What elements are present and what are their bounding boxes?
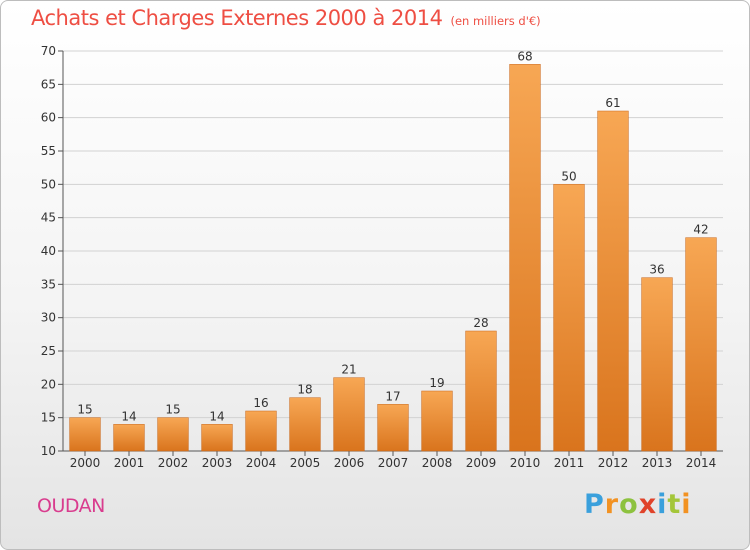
- bar: [597, 110, 629, 452]
- bar: [289, 397, 321, 452]
- bar: [553, 184, 585, 452]
- bar: [641, 277, 673, 452]
- bar: [201, 424, 233, 452]
- y-tick-label: 35: [41, 277, 56, 291]
- data-label: 68: [517, 49, 532, 63]
- data-label: 28: [473, 316, 488, 330]
- title-row: Achats et Charges Externes 2000 à 2014 (e…: [31, 6, 541, 30]
- y-tick-label: 70: [41, 44, 56, 58]
- x-tick-label: 2011: [554, 456, 585, 470]
- bar: [245, 410, 277, 452]
- x-tick-label: 2007: [378, 456, 409, 470]
- x-tick-label: 2000: [70, 456, 101, 470]
- bar: [509, 64, 541, 452]
- y-tick-label: 25: [41, 344, 56, 358]
- data-label: 50: [561, 169, 576, 183]
- data-label: 16: [253, 396, 268, 410]
- commune-name: OUDAN: [37, 495, 105, 517]
- y-tick-label: 60: [41, 111, 56, 125]
- data-label: 18: [297, 383, 312, 397]
- y-tick-label: 50: [41, 177, 56, 191]
- x-tick-label: 2012: [598, 456, 629, 470]
- x-tick-label: 2014: [686, 456, 717, 470]
- data-label: 36: [649, 263, 664, 277]
- x-tick-label: 2010: [510, 456, 541, 470]
- bar: [421, 390, 453, 452]
- x-tick-label: 2006: [334, 456, 365, 470]
- bar: [69, 417, 101, 452]
- data-label: 61: [605, 96, 620, 110]
- y-tick-label: 10: [41, 444, 56, 458]
- data-label: 19: [429, 376, 444, 390]
- bars: [69, 64, 717, 452]
- data-label: 42: [693, 223, 708, 237]
- chart-unit-label: (en milliers d'€): [450, 14, 541, 28]
- x-tick-label: 2009: [466, 456, 497, 470]
- x-tick-label: 2008: [422, 456, 453, 470]
- bar: [685, 237, 717, 452]
- logo-letter: x: [638, 489, 658, 520]
- logo-letter: i: [657, 489, 668, 520]
- y-tick-label: 20: [41, 377, 56, 391]
- y-tick-label: 55: [41, 144, 56, 158]
- bar: [377, 404, 409, 452]
- y-tick-label: 45: [41, 211, 56, 225]
- data-label: 14: [121, 409, 136, 423]
- logo-letter: i: [681, 489, 692, 520]
- data-label: 14: [209, 409, 224, 423]
- data-label: 21: [341, 363, 356, 377]
- bar: [113, 424, 145, 452]
- y-tick-label: 40: [41, 244, 56, 258]
- data-label: 17: [385, 389, 400, 403]
- y-tick-label: 15: [41, 411, 56, 425]
- data-labels: 15 14 15 14 16 18 21 17 19 28 68 50 61 36 42: [77, 49, 708, 423]
- y-tick-label: 30: [41, 311, 56, 325]
- bar: [333, 377, 365, 452]
- bar: [465, 330, 497, 452]
- x-tick-label: 2005: [290, 456, 321, 470]
- chart-title: Achats et Charges Externes 2000 à 2014: [31, 6, 443, 30]
- proxiti-logo[interactable]: Proxiti: [584, 489, 692, 520]
- logo-letter: o: [619, 489, 639, 520]
- x-tick-label: 2003: [202, 456, 233, 470]
- x-tick-label: 2002: [158, 456, 189, 470]
- logo-letter: t: [667, 489, 682, 520]
- axes: 10 15 20 25 30 35 40 45 50 55 60 65 70 2000 2001 2002 20…: [41, 44, 723, 470]
- bar: [157, 417, 189, 452]
- x-tick-label: 2001: [114, 456, 145, 470]
- logo-letter: P: [584, 489, 605, 520]
- x-tick-label: 2013: [642, 456, 673, 470]
- data-label: 15: [165, 403, 180, 417]
- y-tick-label: 65: [41, 77, 56, 91]
- x-tick-label: 2004: [246, 456, 277, 470]
- logo-letter: r: [604, 489, 620, 520]
- data-label: 15: [77, 403, 92, 417]
